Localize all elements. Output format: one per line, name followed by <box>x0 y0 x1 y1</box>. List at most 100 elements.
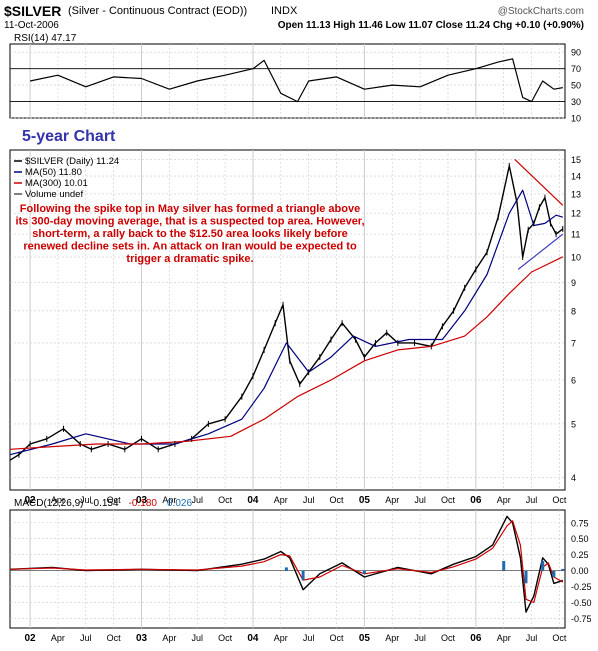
price-legend-entry: Volume undef <box>25 189 83 200</box>
x-tick-label: Oct <box>330 633 345 643</box>
macd-histogram-bar <box>561 568 565 571</box>
x-tick-label: Apr <box>274 633 288 643</box>
x-tick-label: Jul <box>303 633 315 643</box>
x-tick-label: Oct <box>218 633 233 643</box>
macd-histogram-bar <box>552 570 556 577</box>
x-tick-label: Jul <box>526 495 538 505</box>
macd-histogram-bar <box>524 570 528 584</box>
price-panel-frame <box>9 149 566 491</box>
x-tick-label: Oct <box>552 495 567 505</box>
x-tick-label: Oct <box>552 633 567 643</box>
x-tick-label: Oct <box>107 495 122 505</box>
x-tick-label: Jul <box>191 633 203 643</box>
x-tick-label: 05 <box>359 495 371 506</box>
x-tick-label: Oct <box>218 495 233 505</box>
chart-annotation-line: renewed decline sets in. An attack on Ir… <box>23 241 357 253</box>
price-series-line <box>517 233 564 270</box>
x-tick-label: Apr <box>162 495 176 505</box>
x-tick-label: 03 <box>136 495 148 506</box>
macd-y-tick-label: 0.00 <box>571 566 589 576</box>
price-series-line <box>514 158 564 206</box>
x-tick-label: Apr <box>497 633 511 643</box>
price-y-tick-label: 13 <box>571 189 581 199</box>
chart-annotation-line: its 300-day moving average, that is a su… <box>15 216 364 228</box>
chart-exchange: INDX <box>271 5 298 17</box>
x-tick-label: Oct <box>441 633 456 643</box>
chart-title: 5-year Chart <box>22 128 116 145</box>
rsi-y-tick-label: 70 <box>571 64 581 74</box>
price-y-tick-label: 4 <box>571 473 576 483</box>
price-y-tick-label: 14 <box>571 172 581 182</box>
x-tick-label: 02 <box>24 633 36 644</box>
macd-histogram-bar <box>541 561 545 571</box>
price-y-tick-label: 15 <box>571 155 581 165</box>
macd-histogram-bar <box>362 570 366 574</box>
watermark: @StockCharts.com <box>497 6 584 17</box>
x-tick-label: Apr <box>497 495 511 505</box>
x-tick-label: Jul <box>414 633 426 643</box>
x-tick-label: Jul <box>303 495 315 505</box>
quote-line: Open 11.13 High 11.46 Low 11.07 Close 11… <box>277 20 584 31</box>
x-tick-label: 04 <box>247 633 259 644</box>
macd-histogram-bar <box>301 570 305 581</box>
macd-series-line <box>9 520 564 604</box>
macd-y-tick-label: -0.75 <box>571 614 592 624</box>
price-y-tick-label: 5 <box>571 419 576 429</box>
x-tick-label: Oct <box>441 495 456 505</box>
price-legend-entry: $SILVER (Daily) 11.24 <box>25 156 119 167</box>
x-tick-label: Oct <box>330 495 345 505</box>
x-tick-label: Apr <box>385 495 399 505</box>
x-tick-label: Jul <box>414 495 426 505</box>
macd-y-tick-label: -0.25 <box>571 582 592 592</box>
rsi-series-line <box>29 58 563 103</box>
x-tick-label: Jul <box>80 495 92 505</box>
rsi-y-tick-label: 10 <box>571 114 581 124</box>
macd-y-tick-label: 0.75 <box>571 518 589 528</box>
chart-symbol: $SILVER <box>4 3 62 19</box>
price-y-tick-label: 10 <box>571 253 581 263</box>
macd-histogram-bar <box>284 567 288 571</box>
chart-date: 11-Oct-2006 <box>4 20 59 31</box>
x-tick-label: Apr <box>51 633 65 643</box>
rsi-legend: RSI(14) 47.17 <box>14 33 77 44</box>
x-tick-label: 06 <box>470 495 482 506</box>
chart-annotation-line: short-term, a rally back to the $12.50 a… <box>32 228 347 240</box>
macd-histogram-bar <box>502 561 506 571</box>
x-tick-label: Jul <box>526 633 538 643</box>
macd-y-tick-label: 0.50 <box>571 534 589 544</box>
macd-legend-entry: -0.180 <box>129 498 158 509</box>
x-tick-label: Jul <box>191 495 203 505</box>
x-tick-label: 03 <box>136 633 148 644</box>
price-y-tick-label: 11 <box>571 230 580 240</box>
price-series-line <box>9 256 564 450</box>
x-tick-label: Apr <box>274 495 288 505</box>
price-y-tick-label: 12 <box>571 209 581 219</box>
x-tick-label: Oct <box>107 633 122 643</box>
chart-annotation-line: trigger a dramatic spike. <box>126 253 253 265</box>
chart-annotation-line: Following the spike top in May silver ha… <box>20 203 360 215</box>
x-tick-label: 04 <box>247 495 259 506</box>
x-tick-label: 05 <box>359 633 371 644</box>
x-tick-label: Apr <box>162 633 176 643</box>
chart-instrument-name: (Silver - Continuous Contract (EOD)) <box>68 5 248 17</box>
price-legend-entry: MA(300) 10.01 <box>25 178 88 189</box>
macd-y-tick-label: 0.25 <box>571 550 589 560</box>
price-series-line <box>9 189 563 456</box>
price-y-tick-label: 7 <box>571 338 576 348</box>
price-legend-entry: MA(50) 11.80 <box>25 167 82 178</box>
rsi-y-tick-label: 50 <box>571 81 581 91</box>
price-y-tick-label: 6 <box>571 376 576 386</box>
x-tick-label: Apr <box>51 495 65 505</box>
macd-y-tick-label: -0.50 <box>571 598 592 608</box>
macd-legend-entry: MACD(12,26,9) <box>14 498 83 509</box>
rsi-y-tick-label: 90 <box>571 48 581 58</box>
price-y-tick-label: 9 <box>571 278 576 288</box>
price-y-tick-label: 8 <box>571 306 576 316</box>
macd-legend-entry: 0.026 <box>167 498 192 509</box>
x-tick-label: 02 <box>24 495 36 506</box>
rsi-y-tick-label: 30 <box>571 97 581 107</box>
x-tick-label: Jul <box>80 633 92 643</box>
rsi-panel-frame <box>9 43 566 119</box>
macd-legend-entry: -0.154 <box>90 498 119 509</box>
